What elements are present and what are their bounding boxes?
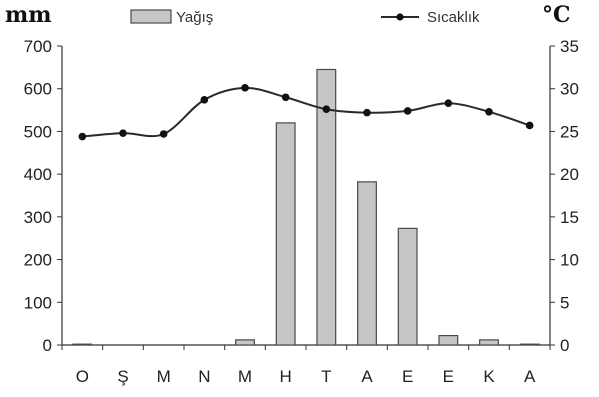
right-tick-label: 10	[560, 251, 579, 270]
category-label: N	[198, 367, 210, 386]
temperature-point	[403, 107, 412, 115]
line-series	[78, 84, 534, 141]
precip-bar	[519, 343, 540, 346]
left-tick-label: 100	[24, 293, 52, 312]
category-label: T	[321, 367, 331, 386]
category-label: H	[280, 367, 292, 386]
legend-bar-label: Yağış	[176, 9, 213, 26]
category-label: M	[157, 367, 171, 386]
left-tick-label: 700	[24, 37, 52, 56]
precip-bar	[72, 343, 93, 346]
temperature-point	[322, 105, 331, 114]
axes	[57, 45, 555, 350]
legend-bar-swatch	[130, 9, 172, 24]
category-label: A	[524, 367, 536, 386]
temperature-point	[363, 108, 371, 117]
right-tick-label: 25	[560, 122, 579, 141]
legend-line-label: Sıcaklık	[427, 9, 480, 26]
category-label: O	[76, 367, 89, 386]
left-tick-label: 200	[24, 251, 52, 270]
category-label: E	[443, 367, 454, 386]
precip-bar	[316, 68, 337, 346]
precip-bar	[235, 339, 255, 346]
temperature-line	[82, 86, 530, 138]
category-label: M	[238, 367, 252, 386]
temperature-point	[200, 96, 209, 104]
left-tick-label: 400	[24, 165, 52, 184]
category-label: K	[483, 367, 495, 386]
category-label: E	[402, 367, 413, 386]
left-tick-label: 600	[24, 80, 52, 99]
precip-bar	[357, 181, 377, 346]
precip-bar	[275, 122, 296, 346]
legend-line-marker	[396, 13, 404, 21]
right-axis-unit: °C	[542, 2, 571, 28]
precip-bar	[397, 227, 418, 346]
right-tick-label: 5	[560, 293, 569, 312]
temperature-point	[159, 130, 168, 138]
legend: Yağış Sıcaklık	[130, 9, 480, 26]
precip-bar	[438, 335, 459, 346]
temperature-point	[241, 84, 249, 92]
temperature-point	[485, 107, 493, 116]
tick-labels: 0 0 100 5 200 10 300 15 400 20 500 25 600 30 700 35 O Ş M N…	[24, 37, 579, 386]
temperature-point	[119, 129, 127, 137]
right-tick-label: 30	[560, 80, 579, 99]
left-axis-unit: mm	[5, 2, 52, 28]
temperature-point	[281, 93, 290, 102]
left-tick-label: 0	[43, 336, 52, 355]
temperature-point	[525, 121, 534, 130]
bar-series	[72, 68, 540, 346]
category-label: Ş	[117, 367, 128, 386]
temperature-point	[78, 132, 87, 141]
left-tick-label: 300	[24, 208, 52, 227]
category-label: A	[361, 367, 373, 386]
left-tick-label: 500	[24, 122, 52, 141]
right-tick-label: 0	[560, 336, 569, 355]
right-tick-label: 15	[560, 208, 579, 227]
right-tick-label: 20	[560, 165, 579, 184]
right-tick-label: 35	[560, 37, 579, 56]
precip-bar	[479, 339, 499, 346]
temperature-point	[444, 99, 453, 108]
